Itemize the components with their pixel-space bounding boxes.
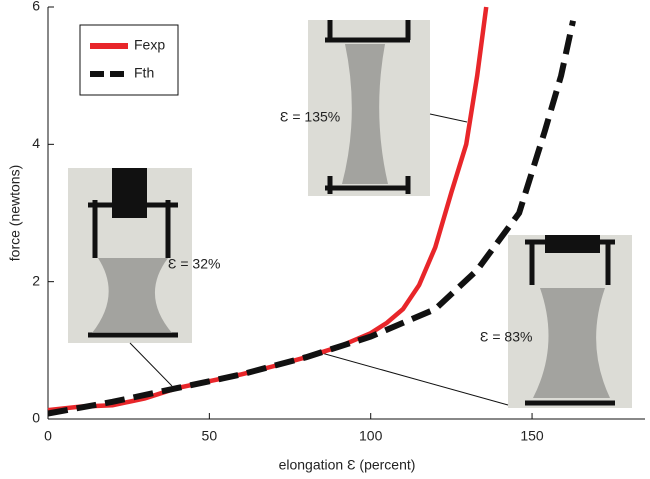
y-tick-label: 2 — [32, 272, 40, 288]
x-axis-label: elongation Ɛ (percent) — [279, 457, 416, 473]
x-tick-label: 50 — [202, 428, 218, 444]
y-tick-label: 6 — [32, 0, 40, 14]
x-tick-label: 100 — [359, 428, 383, 444]
annotation: Ɛ = 83% — [480, 329, 532, 345]
legend — [79, 24, 179, 96]
x-tick-label: 150 — [520, 428, 544, 444]
x-tick-label: 0 — [44, 428, 52, 444]
photo-32 — [68, 168, 192, 343]
leader-lines — [129, 113, 509, 406]
y-tick-label: 4 — [32, 135, 40, 151]
legend-label: Fexp — [134, 37, 165, 53]
line — [47, 20, 576, 417]
legend-label: Fth — [134, 65, 154, 81]
y-tick-label: 0 — [32, 410, 40, 426]
photo-135 — [308, 20, 430, 196]
annotation: Ɛ = 135% — [280, 109, 340, 125]
y-axis-label: force (newtons) — [7, 165, 23, 261]
annotation: Ɛ = 32% — [168, 256, 220, 272]
photo-83 — [508, 235, 632, 408]
